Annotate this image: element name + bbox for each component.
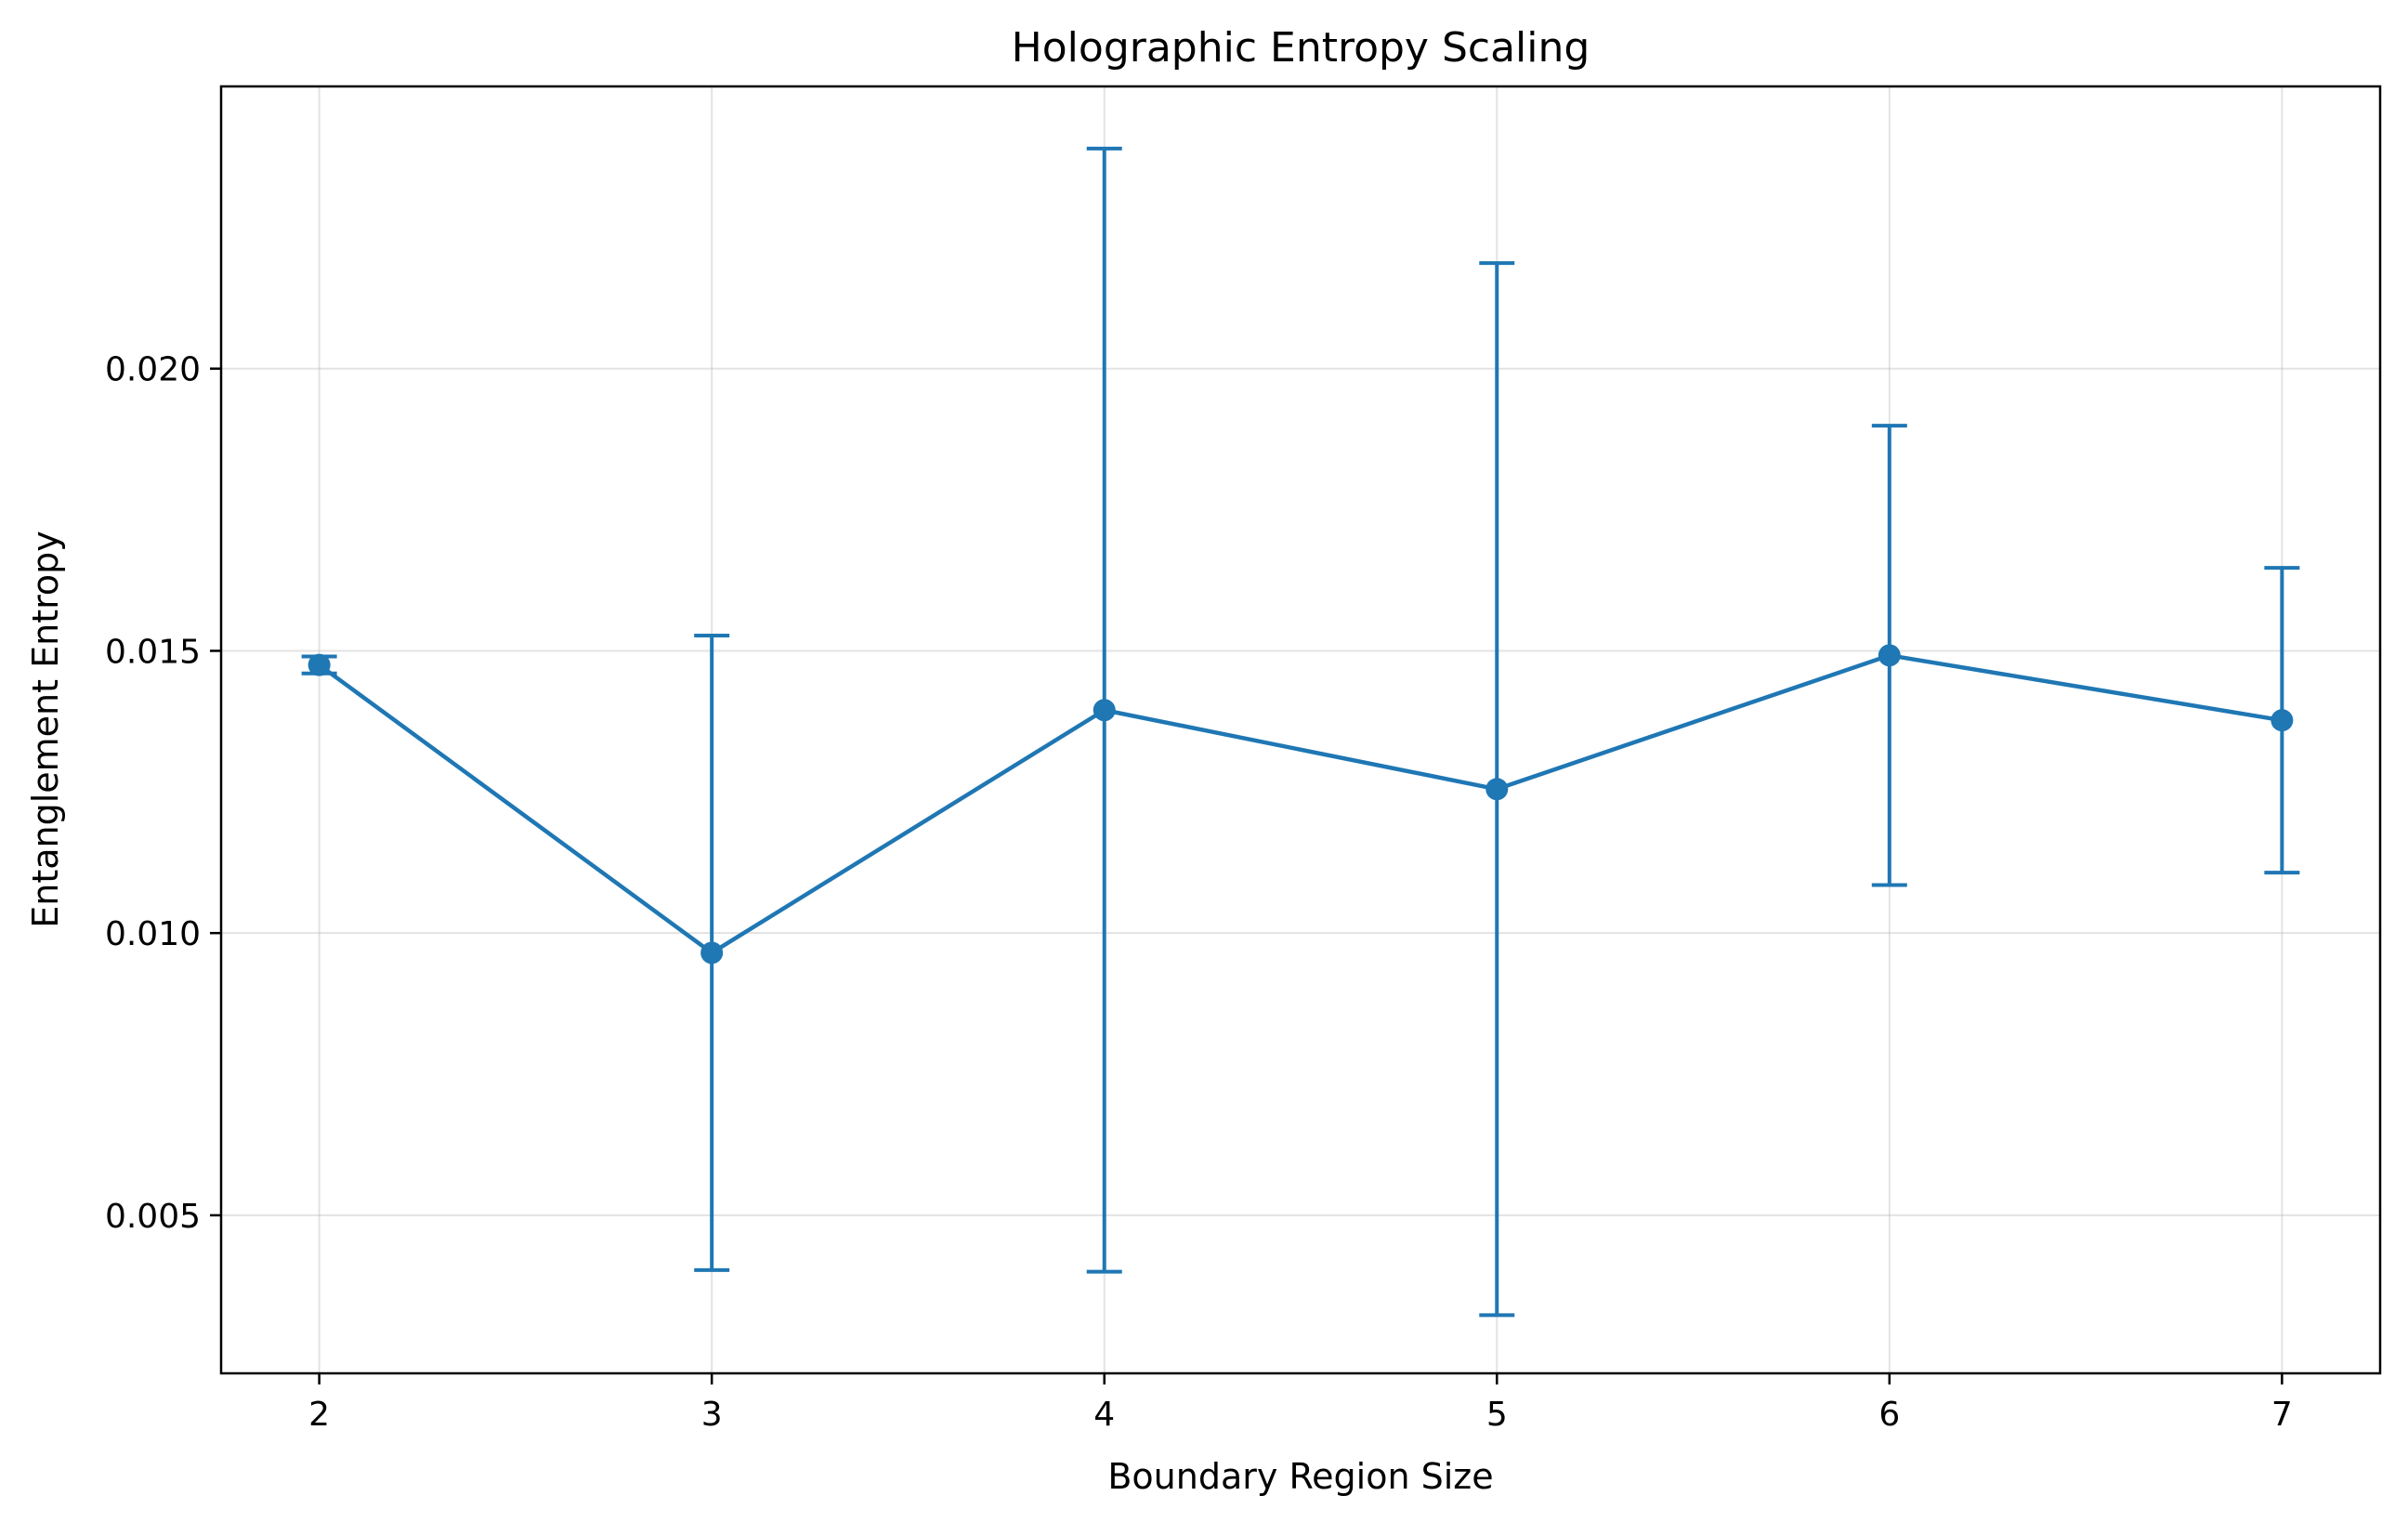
- data-point: [308, 653, 331, 676]
- data-point: [1093, 699, 1116, 722]
- x-tick-label: 4: [1093, 1396, 1115, 1434]
- y-tick-label: 0.020: [105, 351, 201, 389]
- y-tick-label: 0.005: [105, 1198, 201, 1236]
- x-tick-label: 2: [308, 1396, 330, 1434]
- data-point: [1485, 778, 1509, 801]
- x-tick-label: 5: [1486, 1396, 1508, 1434]
- data-point: [700, 941, 724, 964]
- y-axis-label: Entanglement Entropy: [25, 531, 66, 928]
- series-line: [318, 653, 2283, 955]
- data-point: [2271, 709, 2294, 732]
- plot-frame: [219, 85, 2382, 1375]
- x-tick-label: 6: [1878, 1396, 1900, 1434]
- y-tick-label: 0.010: [105, 915, 201, 953]
- chart-title: Holographic Entropy Scaling: [1012, 24, 1590, 72]
- y-axis: 0.005 0.010 0.015 0.020: [105, 351, 221, 1236]
- x-tick-label: 3: [701, 1396, 723, 1434]
- y-tick-label: 0.015: [105, 633, 201, 671]
- x-axis: 2 3 4 5 6 7: [308, 1373, 2293, 1434]
- x-tick-label: 7: [2271, 1396, 2293, 1434]
- data-point: [1878, 644, 1901, 667]
- series-line-group: [318, 653, 2283, 955]
- data-points: [308, 644, 2294, 964]
- x-axis-label: Boundary Region Size: [1107, 1456, 1493, 1497]
